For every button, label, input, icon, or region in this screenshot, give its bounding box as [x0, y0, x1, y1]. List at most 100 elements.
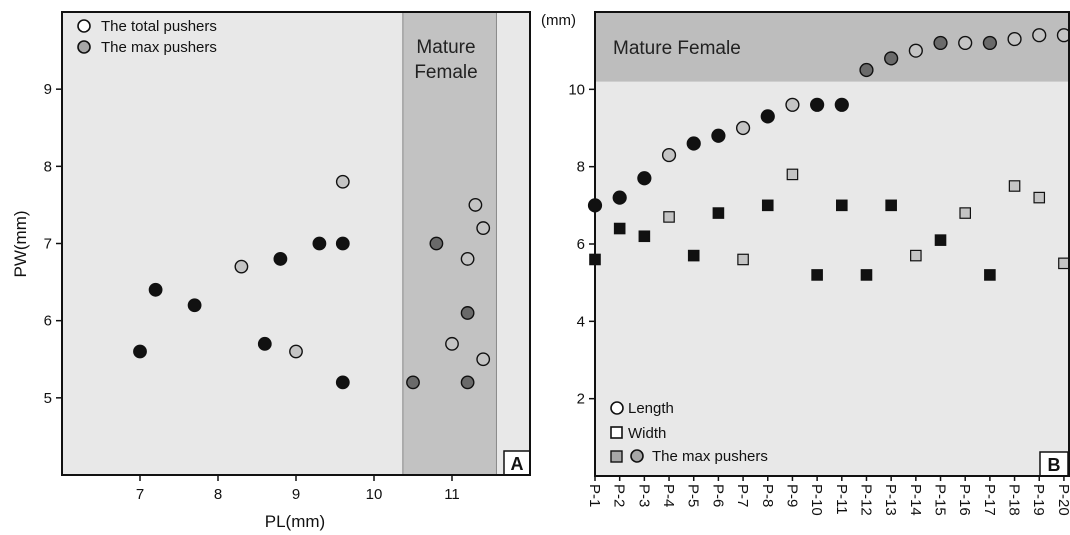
panel-b-length-point	[637, 171, 652, 186]
panel-b-xtick-label: P-1	[586, 484, 603, 507]
panel-b-legend-marker-length	[610, 401, 624, 415]
panel-b-length-point	[1056, 28, 1070, 43]
panel-b-legend-label-max: The max pushers	[652, 448, 768, 465]
panel-b-tag: B	[1048, 455, 1061, 475]
panel-b-width-point	[885, 199, 897, 212]
panel-b-xtick-label: P-5	[685, 484, 702, 507]
panel-a-region-label-line1: Mature	[416, 37, 475, 58]
panel-b: Mature Female (mm) 2 4 6 8 10 P-1 P-2 P-3 P-4 P-5…	[541, 11, 1070, 516]
panel-b-length-point	[785, 97, 800, 112]
panel-a-point	[187, 298, 202, 313]
panel-b-length-point	[612, 190, 627, 205]
panel-b-xtick-label: P-3	[635, 484, 652, 507]
panel-b-ytick-label: 8	[577, 159, 585, 176]
panel-b-width-point	[638, 230, 651, 243]
panel-a-point	[335, 236, 350, 251]
panel-b-width-point	[860, 269, 873, 281]
panel-a-legend: The total pushers The max pushers	[77, 18, 217, 56]
panel-b-length-point	[711, 128, 726, 143]
panel-b-xtick-label: P-6	[709, 484, 726, 507]
panel-a-ytick-label: 7	[44, 236, 52, 253]
panel-b-length-point	[908, 43, 923, 58]
panel-b-xtick-label: P-10	[808, 484, 825, 516]
panel-b-width-point	[663, 211, 675, 223]
panel-b-width-point	[737, 253, 749, 266]
panel-a-xlabel: PL(mm)	[265, 512, 325, 531]
panel-b-xtick-label: P-19	[1030, 484, 1047, 516]
panel-a-point	[460, 252, 475, 266]
panel-b-length-point	[1032, 28, 1047, 43]
panel-b-length-point	[933, 35, 948, 51]
panel-b-width-point	[835, 199, 848, 212]
panel-a-point	[476, 221, 491, 235]
panel-b-xtick-label: P-9	[783, 484, 800, 507]
panel-a-point	[406, 375, 420, 390]
panel-a-point	[273, 252, 288, 266]
panel-b-width-point	[1033, 191, 1046, 204]
panel-b-xtick-label: P-2	[611, 484, 628, 507]
panel-a-point	[429, 236, 444, 251]
panel-b-width-point	[687, 249, 700, 262]
panel-b-legend-label-width: Width	[628, 425, 666, 442]
panel-b-xtick-label: P-4	[660, 484, 677, 507]
panel-b-length-point	[1007, 31, 1022, 47]
panel-b-length-point	[884, 51, 899, 66]
panel-b-legend-label-length: Length	[628, 400, 674, 417]
panel-b-length-point	[958, 35, 973, 51]
panel-a-xtick-label: 8	[214, 486, 222, 503]
panel-b-xtick-label: P-14	[907, 484, 924, 516]
panel-a-point	[289, 344, 303, 359]
panel-a-point	[335, 174, 350, 189]
panel-a-mature-female-region	[402, 11, 497, 476]
panel-b-plot-background	[595, 12, 1070, 476]
panel-a-point	[257, 336, 272, 351]
panel-a-point	[460, 306, 475, 320]
panel-b-ytick-label: 10	[568, 81, 585, 98]
panel-b-xtick-label: P-13	[882, 484, 899, 516]
panel-b-xtick-label: P-8	[759, 484, 776, 507]
panel-b-width-point	[1058, 257, 1070, 270]
panel-a-tag: A	[511, 454, 524, 474]
panel-a-xtick-label: 10	[366, 486, 383, 503]
panel-b-region-label: Mature Female	[613, 38, 741, 59]
panel-b-xtick-label: P-16	[956, 484, 973, 516]
panel-a-point	[476, 352, 491, 367]
panel-b-width-point	[984, 269, 996, 281]
panel-a-legend-marker-total	[77, 19, 91, 33]
panel-a-xtick-label: 7	[136, 486, 144, 503]
panel-b-unit-label: (mm)	[541, 12, 576, 29]
panel-b-length-point	[834, 97, 849, 112]
panel-a-point	[445, 336, 459, 351]
panel-b-length-point	[661, 147, 677, 163]
panel-a-ytick-label: 8	[44, 158, 52, 175]
panel-a-point	[133, 344, 147, 359]
panel-b-ytick-label: 2	[577, 391, 585, 408]
panel-b-length-point	[982, 35, 997, 51]
panel-a-point	[148, 282, 163, 297]
panel-b-ytick-label: 4	[577, 313, 585, 330]
panel-b-xtick-label: P-7	[734, 484, 751, 507]
panel-a: Mature Female 7 8 9 10 11 5 6 7 8 9 The total pus…	[11, 11, 531, 531]
panel-a-ytick-label: 9	[44, 81, 52, 98]
panel-b-length-point	[686, 136, 701, 151]
panel-b-xtick-label: P-18	[1006, 484, 1023, 516]
panel-a-frame	[61, 11, 531, 476]
panel-b-width-point	[786, 168, 799, 181]
panel-b-legend-marker-max-square	[610, 450, 623, 463]
panel-a-point	[234, 259, 249, 274]
panel-b-legend-marker-width	[610, 426, 623, 439]
panel-b-xtick-label: P-20	[1055, 484, 1070, 516]
panel-a-point	[460, 375, 475, 390]
panel-a-xtick-label: 9	[292, 486, 300, 503]
panel-a-legend-label-max: The max pushers	[101, 39, 217, 56]
panel-b-width-point	[811, 269, 823, 281]
panel-a-point	[335, 375, 350, 390]
panel-b-xtick-label: P-12	[857, 484, 874, 516]
panel-b-points	[587, 28, 1070, 281]
panel-b-width-point	[712, 207, 725, 219]
panel-a-xtick-label: 11	[444, 486, 460, 503]
panel-b-length-point	[859, 62, 874, 78]
panel-a-point	[468, 198, 483, 212]
panel-b-ytick-label: 6	[577, 236, 585, 253]
